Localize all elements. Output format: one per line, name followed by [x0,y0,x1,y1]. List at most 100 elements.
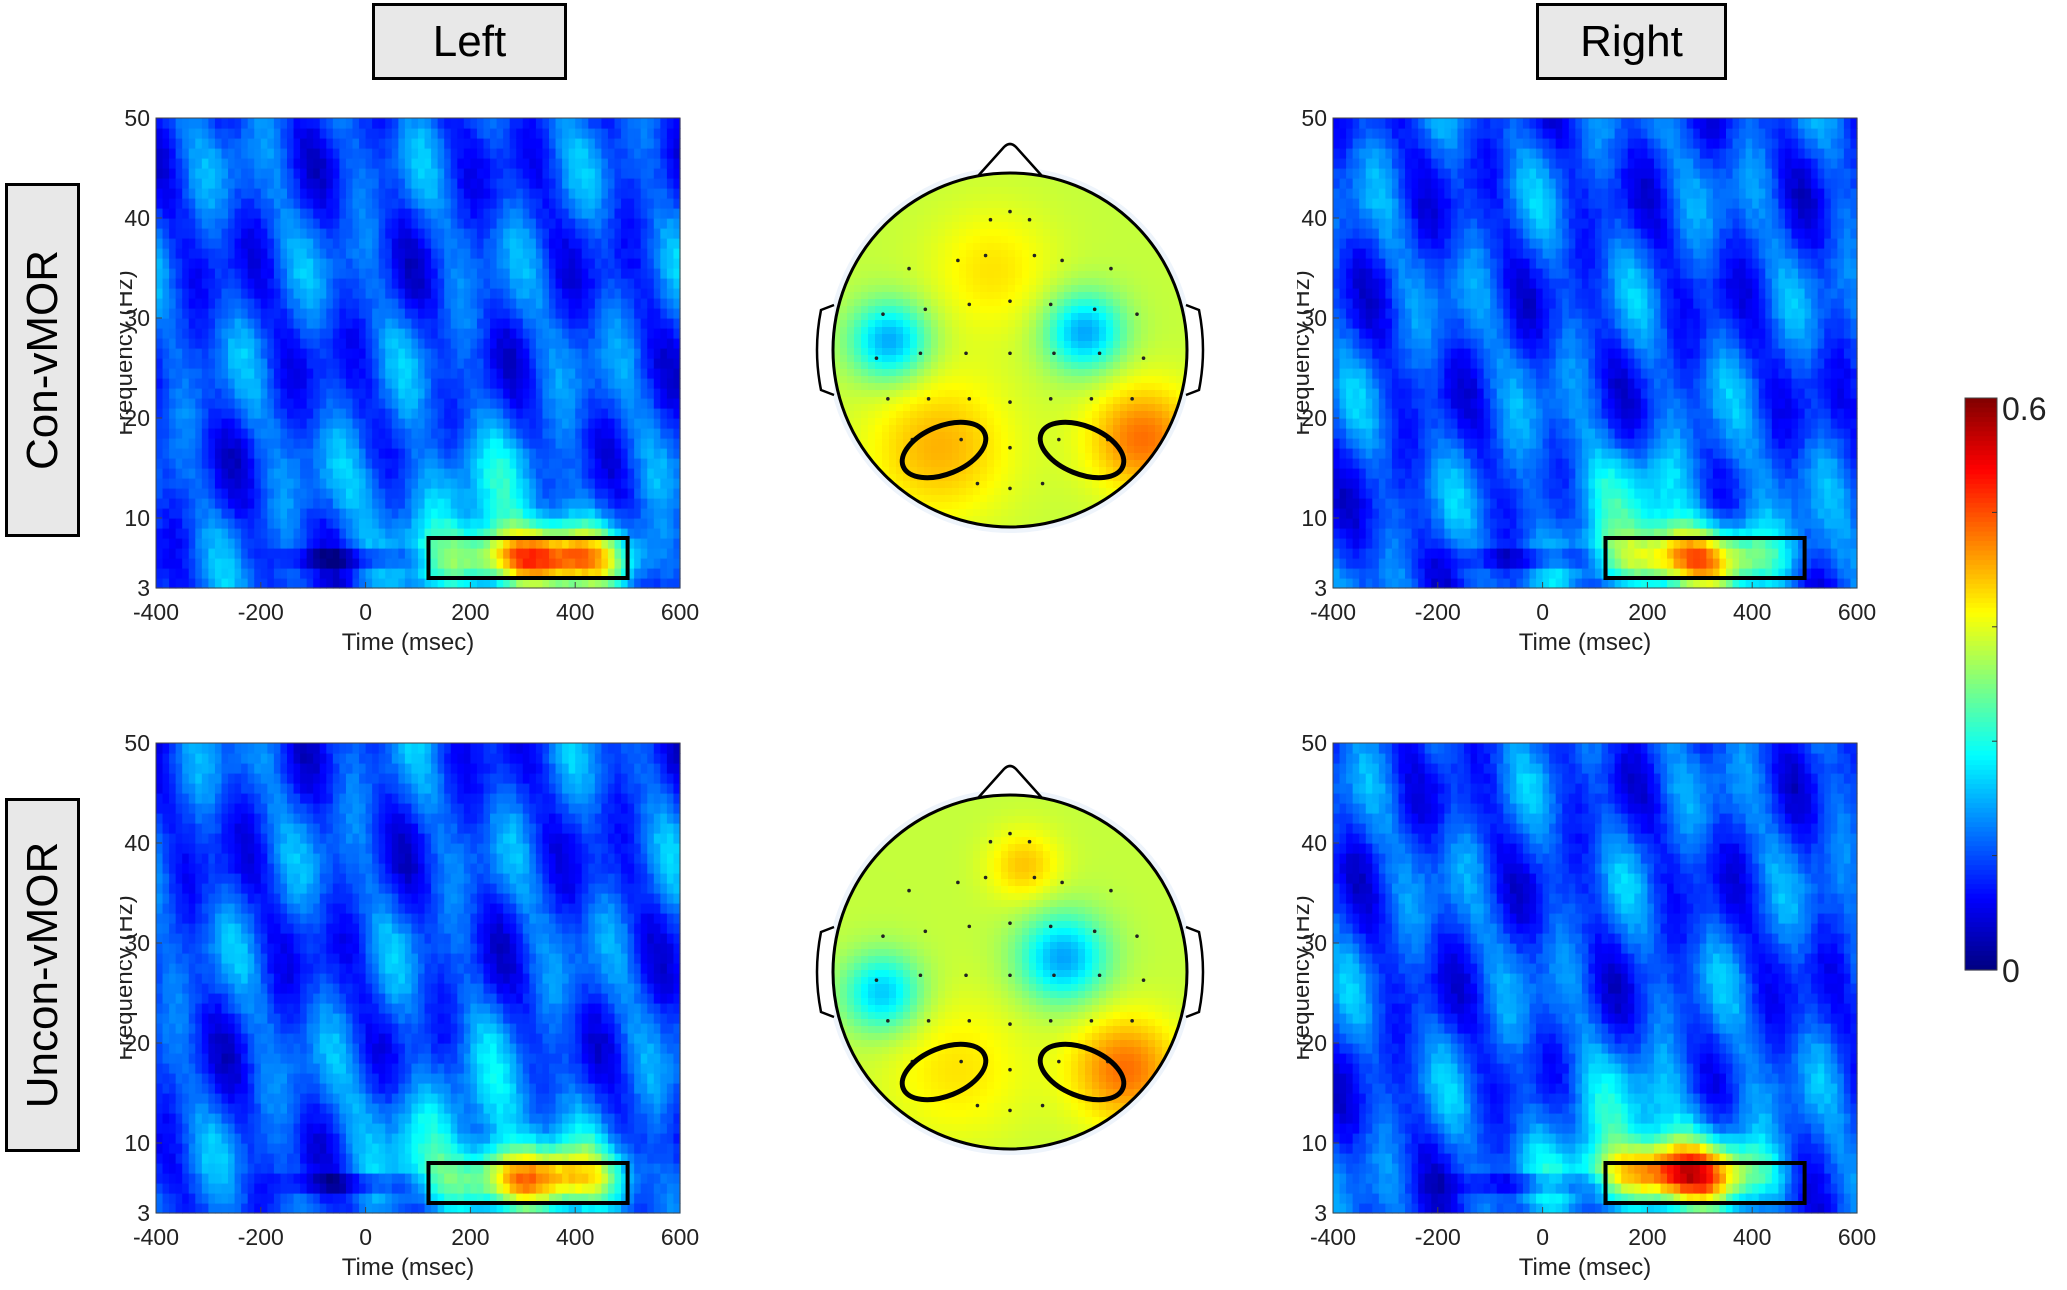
heatmap-cell [588,478,595,489]
heatmap-cell [353,178,360,189]
heatmap-cell [208,298,215,309]
heatmap-cell [320,578,327,589]
heatmap-cell [169,508,176,519]
heatmap-cell [1392,178,1399,189]
heatmap-cell [353,168,360,179]
heatmap-cell [569,308,576,319]
heatmap-cell [641,248,648,259]
heatmap-cell [1340,528,1347,539]
heatmap-cell [1346,448,1353,459]
heatmap-cell [418,578,425,589]
heatmap-cell [510,178,517,189]
heatmap-cell [484,418,491,429]
heatmap-cell [1333,408,1340,419]
heatmap-cell [438,368,445,379]
heatmap-cell [307,328,314,339]
heatmap-cell [313,518,320,529]
heatmap-cell [261,358,268,369]
heatmap-cell [1399,478,1406,489]
heatmap-cell [1333,518,1340,529]
heatmap-cell [628,178,635,189]
heatmap-cell [510,278,517,289]
heatmap-cell [1477,268,1484,279]
heatmap-cell [346,468,353,479]
heatmap-cell [1359,128,1366,139]
heatmap-cell [411,158,418,169]
heatmap-cell [202,448,209,459]
heatmap-cell [615,368,622,379]
heatmap-cell [267,228,274,239]
heatmap-cell [621,168,628,179]
heatmap-cell [628,488,635,499]
heatmap-cell [628,388,635,399]
heatmap-cell [477,448,484,459]
heatmap-cell [1444,468,1451,479]
heatmap-cell [385,268,392,279]
heatmap-cell [556,278,563,289]
heatmap-cell [392,198,399,209]
heatmap-cell [1353,258,1360,269]
heatmap-cell [608,438,615,449]
heatmap-cell [326,538,333,549]
heatmap-cell [248,308,255,319]
heatmap-cell [287,208,294,219]
heatmap-cell [523,448,530,459]
heatmap-cell [176,358,183,369]
heatmap-cell [641,348,648,359]
heatmap-cell [280,348,287,359]
heatmap-cell [300,528,307,539]
heatmap-cell [529,428,536,439]
heatmap-cell [556,508,563,519]
heatmap-cell [235,158,242,169]
heatmap-cell [208,308,215,319]
heatmap-cell [1385,328,1392,339]
heatmap-cell [1405,558,1412,569]
heatmap-cell [1464,298,1471,309]
heatmap-cell [300,348,307,359]
heatmap-cell [615,168,622,179]
heatmap-cell [654,288,661,299]
heatmap-cell [444,558,451,569]
heatmap-cell [1385,208,1392,219]
heatmap-cell [523,488,530,499]
heatmap-cell [1379,488,1386,499]
heatmap-cell [660,118,667,129]
heatmap-cell [418,478,425,489]
heatmap-cell [189,178,196,189]
heatmap-cell [1425,518,1432,529]
heatmap-cell [523,198,530,209]
heatmap-cell [569,268,576,279]
heatmap-cell [326,408,333,419]
heatmap-cell [254,378,261,389]
heatmap-cell [195,208,202,219]
heatmap-cell [222,318,229,329]
heatmap-cell [641,308,648,319]
heatmap-cell [294,268,301,279]
heatmap-cell [398,208,405,219]
heatmap-cell [163,178,170,189]
heatmap-cell [294,538,301,549]
heatmap-cell [1477,178,1484,189]
heatmap-cell [575,298,582,309]
heatmap-cell [1405,578,1412,589]
heatmap-cell [1451,568,1458,579]
heatmap-cell [326,368,333,379]
heatmap-cell [490,508,497,519]
heatmap-cell [346,498,353,509]
heatmap-cell [1392,488,1399,499]
heatmap-cell [235,518,242,529]
heatmap-cell [326,298,333,309]
heatmap-cell [163,418,170,429]
heatmap-cell [1471,268,1478,279]
heatmap-cell [628,238,635,249]
heatmap-cell [1353,528,1360,539]
heatmap-cell [195,548,202,559]
heatmap-cell [457,348,464,359]
heatmap-cell [1385,178,1392,189]
heatmap-cell [182,128,189,139]
heatmap-cell [470,488,477,499]
heatmap-cell [235,258,242,269]
heatmap-cell [379,188,386,199]
heatmap-cell [392,428,399,439]
heatmap-cell [529,138,536,149]
